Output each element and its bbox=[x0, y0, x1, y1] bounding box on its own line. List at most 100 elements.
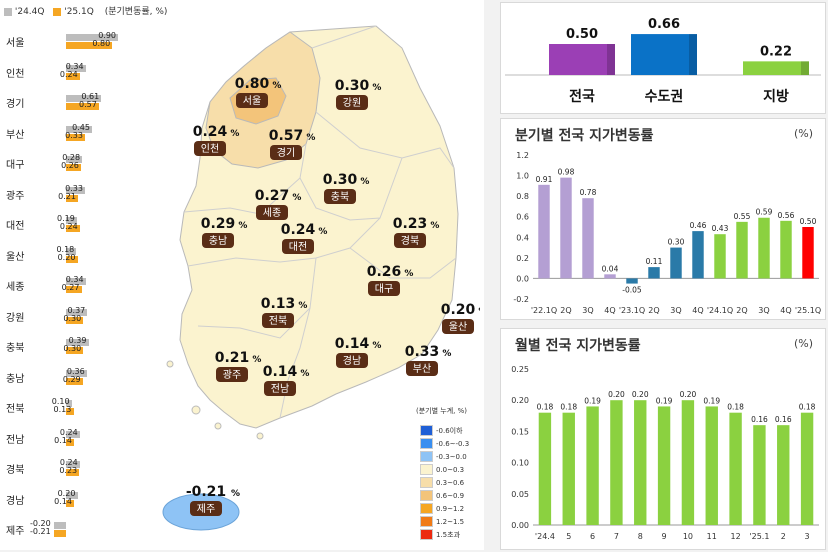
map-value-unit: % bbox=[318, 227, 327, 237]
x-tick-label: '24.4 bbox=[535, 532, 555, 541]
bar-q4 bbox=[66, 369, 87, 377]
chungcheong-boundary bbox=[299, 143, 403, 221]
map-region-name: 전북 bbox=[269, 315, 287, 327]
bar-value-label: 0.16 bbox=[775, 415, 792, 424]
bar-q1 bbox=[66, 103, 100, 110]
region-bar-label: 광주 bbox=[6, 190, 25, 202]
region-bar-row: 제주 -0.20 -0.21 bbox=[0, 516, 160, 547]
region-bar-row: 울산 0.18 0.20 bbox=[0, 242, 160, 273]
map-legend-label: 1.2~1.5 bbox=[436, 517, 465, 526]
bar-q1 bbox=[66, 347, 84, 354]
map-region-name: 전남 bbox=[271, 383, 289, 395]
island bbox=[166, 360, 174, 368]
gyeongbuk-boundary bbox=[349, 247, 457, 279]
bar bbox=[670, 247, 682, 279]
y-tick-label: 0.05 bbox=[511, 490, 529, 499]
bar-q4 bbox=[66, 339, 89, 346]
value-label-q4: 0.34 bbox=[65, 275, 84, 284]
map-legend-item: 0.6~0.9 bbox=[420, 485, 464, 501]
value-label-q1: 0.30 bbox=[63, 344, 82, 353]
map-legend-label: 0.3~0.6 bbox=[436, 478, 465, 487]
y-tick-label: 0.2 bbox=[516, 254, 529, 263]
bar-value-label: 0.91 bbox=[536, 175, 553, 184]
summary-value: 0.50 bbox=[566, 27, 598, 42]
x-tick-label: 5 bbox=[566, 532, 571, 541]
map-label: 0.33 % 부산 bbox=[405, 344, 451, 376]
map-label: 0.14 % 전남 bbox=[263, 364, 309, 396]
map-value: 0.23 bbox=[393, 216, 428, 232]
region-bar-label: 제주 bbox=[6, 526, 25, 537]
bar-q4 bbox=[66, 217, 78, 224]
bar bbox=[705, 406, 718, 525]
map-legend-item: 0.9~1.2 bbox=[420, 498, 464, 514]
value-label-q1: 0.21 bbox=[58, 191, 76, 201]
region-bar-label: 경기 bbox=[6, 99, 25, 110]
legend-unit: (분기변동률, %) bbox=[104, 7, 168, 17]
island bbox=[214, 422, 222, 430]
bar-q1 bbox=[66, 499, 75, 507]
map-legend-label: 1.5초과 bbox=[436, 530, 461, 539]
map-value: 0.29 bbox=[201, 216, 236, 232]
x-tick-label: 8 bbox=[638, 532, 643, 541]
map-label: 0.27 % 세종 bbox=[255, 188, 301, 220]
summary-bar bbox=[549, 44, 615, 75]
bar-value-label: 0.19 bbox=[584, 396, 601, 405]
region-bar-row: 전남 0.24 0.14 bbox=[0, 425, 160, 456]
bar-q4 bbox=[66, 247, 77, 255]
bar-value-label: 0.43 bbox=[712, 224, 729, 233]
map-value: 0.13 bbox=[261, 296, 296, 312]
y-tick-label: 0.25 bbox=[511, 365, 529, 374]
map-value: 0.24 bbox=[281, 222, 316, 238]
bar bbox=[729, 412, 742, 525]
bar-value-label: 0.16 bbox=[751, 415, 768, 424]
x-tick-label: 4Q bbox=[780, 306, 791, 315]
value-label-q4: 0.37 bbox=[67, 305, 86, 315]
map-region-tag bbox=[194, 141, 226, 156]
map-region-tag bbox=[262, 313, 294, 328]
bar-value-label: 0.19 bbox=[703, 396, 720, 405]
map-value-unit: % bbox=[430, 221, 439, 231]
region-bar-label: 서울 bbox=[6, 38, 25, 49]
map-label: 0.23 % 경북 bbox=[393, 216, 439, 248]
region-bar-row: 인천 0.34 0.24 bbox=[0, 59, 160, 90]
legend-swatch-q4 bbox=[4, 7, 12, 16]
y-tick-label: 0.15 bbox=[511, 427, 529, 436]
bar-q1 bbox=[53, 530, 66, 537]
value-label-q4: 0.33 bbox=[65, 183, 83, 193]
map-region-name: 광주 bbox=[223, 369, 241, 381]
bar bbox=[562, 412, 575, 525]
map-value-unit: % bbox=[306, 133, 315, 143]
bar-q4 bbox=[66, 34, 119, 41]
map-legend-swatch bbox=[420, 425, 433, 436]
bar bbox=[657, 406, 671, 525]
map-label: 0.20% 울산 bbox=[441, 302, 480, 334]
y-tick-label: -0.2 bbox=[513, 295, 529, 304]
quarterly-title: 분기별 전국 지가변동률 bbox=[515, 128, 654, 144]
bar-q1 bbox=[66, 286, 82, 293]
map-legend-swatch bbox=[420, 516, 433, 527]
x-tick-label: 6 bbox=[590, 532, 595, 541]
map-region-tag bbox=[216, 367, 248, 382]
bar bbox=[582, 198, 594, 279]
bar-value-label: 0.78 bbox=[580, 188, 597, 197]
map-value: 0.30 bbox=[335, 78, 370, 94]
bar bbox=[586, 406, 599, 525]
map-region-name: 경기 bbox=[277, 146, 295, 159]
map-region-tag bbox=[442, 319, 474, 334]
map-panel: '24.4Q '25.1Q (분기변동률, %) 서울 0.90 0.80 인천 0.3… bbox=[0, 0, 484, 550]
map-label: 0.80 % 서울 bbox=[235, 76, 281, 108]
value-label-q4: 0.45 bbox=[72, 122, 90, 132]
bar bbox=[634, 400, 647, 525]
bar-q1 bbox=[66, 164, 82, 171]
map-legend-item: 0.0~0.3 bbox=[420, 459, 464, 475]
value-label-q4: 0.39 bbox=[68, 336, 87, 345]
quarterly-chart: 1.2 1.0 0.8 0.6 0.4 0.2 0.0 -0.2 0.91 '22.1Q 0.98 2… bbox=[513, 151, 821, 315]
bar-value-label: 0.20 bbox=[680, 390, 697, 399]
region-bar-label: 대구 bbox=[6, 160, 25, 171]
value-label-q4: 0.24 bbox=[59, 458, 78, 467]
map-region-tag bbox=[324, 189, 356, 204]
bar-value-label: 0.18 bbox=[799, 403, 816, 412]
bar-q1 bbox=[66, 408, 74, 415]
y-tick-label: 0.0 bbox=[516, 274, 529, 283]
region-bar-row: 광주 0.33 0.21 bbox=[0, 181, 160, 212]
